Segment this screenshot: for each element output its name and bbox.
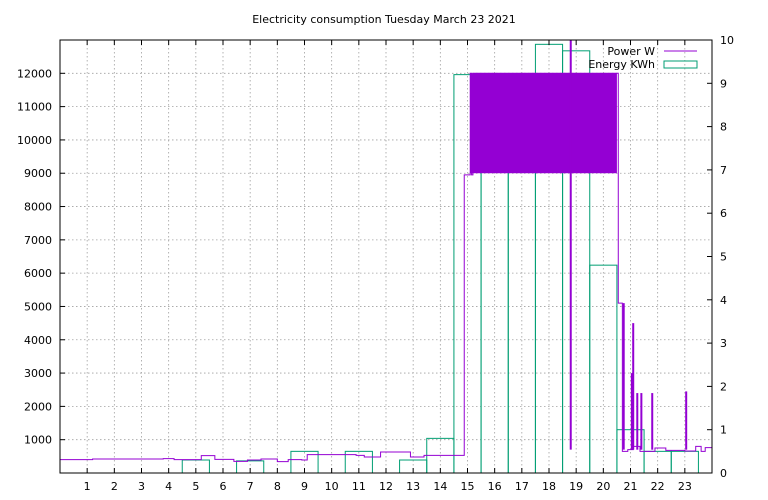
legend: Power W Energy KWh (588, 45, 698, 71)
y-tick-label: 6000 (24, 267, 52, 280)
power-oscillation-band (470, 73, 617, 174)
x-tick-label: 1 (84, 480, 91, 493)
legend-swatch-energy (663, 60, 698, 69)
y-tick-label: 8000 (24, 201, 52, 214)
x-tick-label: 13 (406, 480, 420, 493)
y-tick-label: 9000 (24, 167, 52, 180)
grid (60, 40, 712, 473)
legend-label-energy: Energy KWh (588, 58, 655, 71)
y-tick-label: 5000 (24, 300, 52, 313)
x-tick-label: 20 (596, 480, 610, 493)
y2-tick-label: 3 (720, 337, 727, 350)
y-tick-label: 4000 (24, 334, 52, 347)
x-tick-label: 6 (220, 480, 227, 493)
x-tick-label: 7 (247, 480, 254, 493)
y2-tick-label: 5 (720, 251, 727, 264)
legend-label-power: Power W (607, 45, 655, 58)
x-tick-label: 10 (325, 480, 339, 493)
power-series-line (60, 72, 712, 463)
x-tick-label: 21 (624, 480, 638, 493)
x-tick-label: 18 (542, 480, 556, 493)
y2-tick-label: 1 (720, 424, 727, 437)
y2-tick-label: 7 (720, 164, 727, 177)
x-tick-label: 11 (352, 480, 366, 493)
x-tick-label: 17 (515, 480, 529, 493)
y2-tick-label: 8 (720, 121, 727, 134)
chart-title: Electricity consumption Tuesday March 23… (252, 13, 516, 26)
x-tick-label: 8 (274, 480, 281, 493)
x-tick-label: 5 (192, 480, 199, 493)
x-tick-label: 22 (651, 480, 665, 493)
y2-tick-label: 10 (720, 34, 734, 47)
y-tick-label: 11000 (17, 101, 52, 114)
x-tick-label: 12 (379, 480, 393, 493)
y-tick-label: 3000 (24, 367, 52, 380)
x-tick-label: 23 (678, 480, 692, 493)
axes: 1 2 3 4 5 6 7 8 9 10 11 12 13 14 15 16 17 18 19 20 21 22 23100… (17, 34, 734, 493)
x-tick-label: 19 (569, 480, 583, 493)
y2-tick-label: 0 (720, 467, 727, 480)
x-tick-label: 15 (461, 480, 475, 493)
x-tick-label: 16 (488, 480, 502, 493)
x-tick-label: 9 (301, 480, 308, 493)
power-line (60, 40, 712, 463)
x-tick-label: 2 (111, 480, 118, 493)
x-tick-label: 3 (138, 480, 145, 493)
y2-tick-label: 4 (720, 294, 727, 307)
y2-tick-label: 2 (720, 380, 727, 393)
y2-tick-label: 6 (720, 207, 727, 220)
y-tick-label: 2000 (24, 400, 52, 413)
y-tick-label: 10000 (17, 134, 52, 147)
y-tick-label: 7000 (24, 234, 52, 247)
x-tick-label: 4 (165, 480, 172, 493)
x-tick-label: 14 (433, 480, 447, 493)
y-tick-label: 12000 (17, 67, 52, 80)
y-tick-label: 1000 (24, 434, 52, 447)
y2-tick-label: 9 (720, 77, 727, 90)
